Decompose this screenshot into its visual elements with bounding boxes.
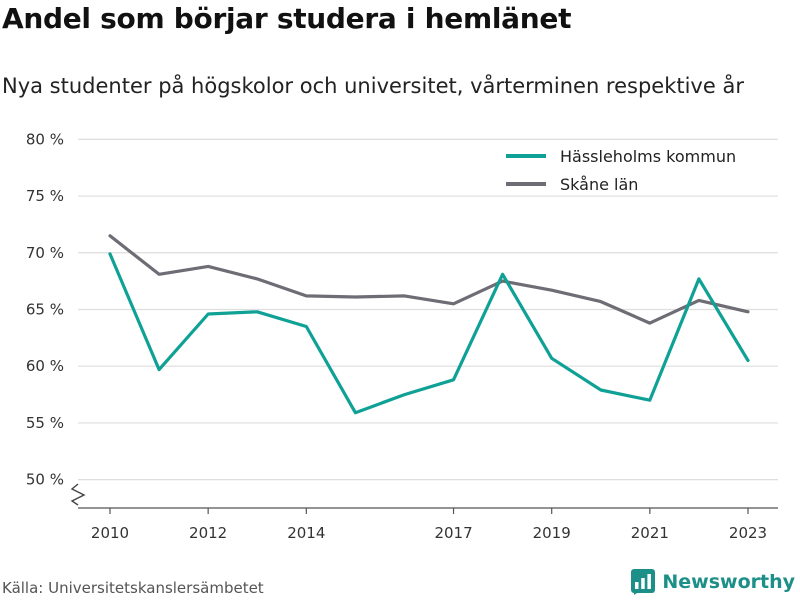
chart-title: Andel som börjar studera i hemlänet: [2, 2, 572, 35]
brand-name: Newsworthy: [662, 571, 795, 593]
x-tick-label: 2014: [287, 524, 325, 542]
x-tick-label: 2017: [434, 524, 472, 542]
y-tick-label: 65 %: [26, 300, 64, 318]
y-tick-label: 80 %: [26, 130, 64, 148]
legend-label: Hässleholms kommun: [560, 147, 736, 166]
legend-label: Skåne län: [560, 175, 638, 194]
y-tick-label: 60 %: [26, 357, 64, 375]
y-tick-label: 55 %: [26, 414, 64, 432]
x-tick-label: 2023: [729, 524, 767, 542]
y-tick-label: 75 %: [26, 187, 64, 205]
y-tick-label: 70 %: [26, 244, 64, 262]
series-line: [108, 252, 750, 415]
brand-logo: Newsworthy: [631, 569, 795, 595]
x-tick-label: 2021: [631, 524, 669, 542]
x-tick-label: 2012: [189, 524, 227, 542]
source-note: Källa: Universitetskanslersämbetet: [2, 579, 264, 597]
x-tick-label: 2010: [91, 524, 129, 542]
chart-subtitle: Nya studenter på högskolor och universit…: [2, 74, 744, 98]
series-line: [108, 234, 750, 325]
x-tick-label: 2019: [533, 524, 571, 542]
axis-break-icon: [70, 483, 86, 506]
y-tick-label: 50 %: [26, 471, 64, 489]
bar-chart-logo-icon: [631, 569, 656, 595]
